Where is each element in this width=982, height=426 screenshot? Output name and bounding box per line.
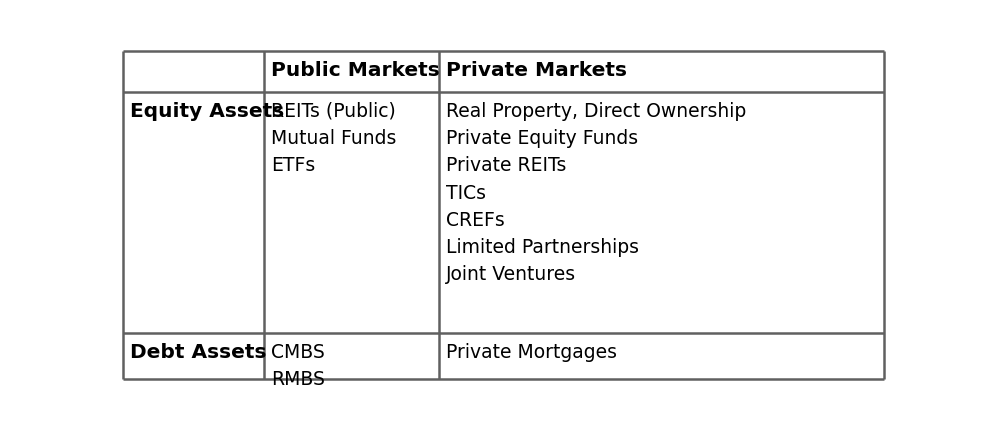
Text: Private Mortgages: Private Mortgages bbox=[446, 343, 618, 362]
Text: Real Property, Direct Ownership
Private Equity Funds
Private REITs
TICs
CREFs
Li: Real Property, Direct Ownership Private … bbox=[446, 102, 746, 285]
Text: Public Markets: Public Markets bbox=[271, 61, 440, 80]
Text: CMBS
RMBS: CMBS RMBS bbox=[271, 343, 325, 389]
Text: REITs (Public)
Mutual Funds
ETFs: REITs (Public) Mutual Funds ETFs bbox=[271, 102, 397, 176]
Text: Equity Assets: Equity Assets bbox=[131, 102, 285, 121]
Text: Debt Assets: Debt Assets bbox=[131, 343, 267, 362]
Text: Private Markets: Private Markets bbox=[446, 61, 627, 80]
